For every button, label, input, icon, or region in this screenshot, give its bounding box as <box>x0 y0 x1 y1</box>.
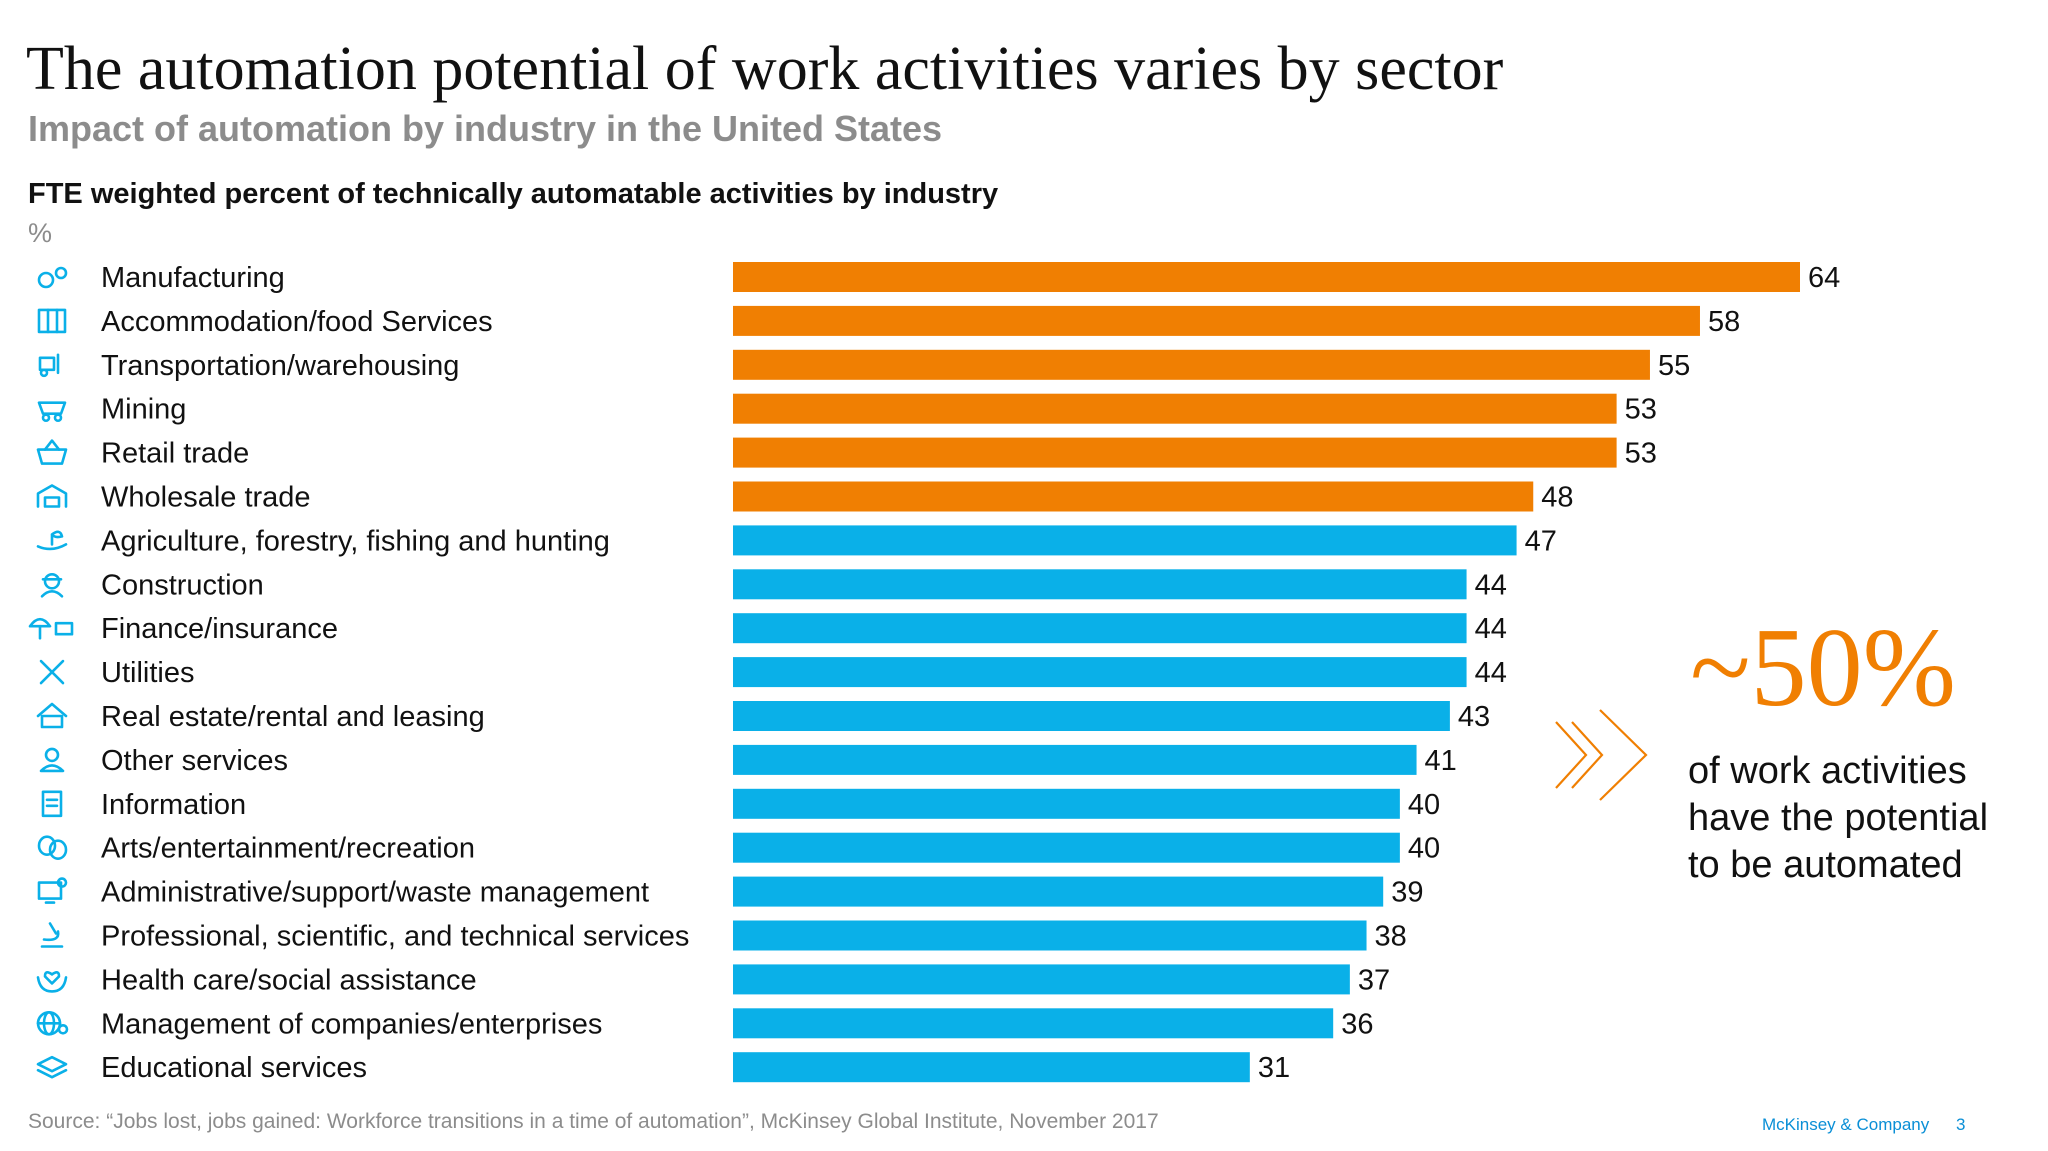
value-label: 58 <box>1708 306 1740 338</box>
globe-people-icon <box>36 1010 69 1036</box>
source-note: Source: “Jobs lost, jobs gained: Workfor… <box>28 1110 1159 1133</box>
value-label: 44 <box>1475 569 1507 601</box>
value-label: 40 <box>1408 789 1440 821</box>
bar <box>733 964 1350 995</box>
plant-hand-icon <box>36 530 68 551</box>
category-label: Educational services <box>101 1052 367 1084</box>
category-label: Accommodation/food Services <box>101 306 493 338</box>
value-label: 43 <box>1458 701 1490 733</box>
bar <box>733 437 1617 468</box>
page-number: 3 <box>1956 1115 1966 1134</box>
warehouse-icon <box>36 484 68 508</box>
bar <box>733 525 1517 556</box>
callout-line-1: of work activities <box>1688 750 1967 792</box>
brand-name: McKinsey & Company <box>1762 1115 1930 1134</box>
bar <box>733 613 1467 644</box>
house-icon <box>36 702 68 729</box>
unit-label: % <box>28 218 53 248</box>
page-subtitle: Impact of automation by industry in the … <box>28 108 943 149</box>
category-label: Wholesale trade <box>101 482 311 514</box>
callout-line-3: to be automated <box>1688 844 1963 886</box>
category-label: Transportation/warehousing <box>101 350 459 382</box>
value-label: 53 <box>1625 438 1657 470</box>
category-label: Construction <box>101 569 264 601</box>
bar <box>733 262 1800 292</box>
category-label: Management of companies/enterprises <box>101 1008 602 1040</box>
category-label: Professional, scientific, and technical … <box>101 921 689 953</box>
bar <box>733 701 1450 731</box>
gears-icon <box>37 266 68 289</box>
category-label: Agriculture, forestry, fishing and hunti… <box>101 525 610 557</box>
value-label: 53 <box>1625 394 1657 426</box>
page-title: The automation potential of work activit… <box>26 35 1504 103</box>
value-label: 41 <box>1425 745 1457 777</box>
value-label: 39 <box>1391 877 1423 909</box>
person-icon <box>39 747 65 773</box>
chevron-arrows-icon <box>1555 709 1648 801</box>
worker-icon <box>40 572 64 598</box>
bar <box>733 305 1700 336</box>
value-label: 31 <box>1258 1052 1290 1084</box>
value-label: 37 <box>1358 964 1390 996</box>
category-label: Information <box>101 789 246 821</box>
category-label: Arts/entertainment/recreation <box>101 833 475 865</box>
category-label: Real estate/rental and leasing <box>101 701 485 733</box>
category-label: Retail trade <box>101 438 249 470</box>
heart-hands-icon <box>36 971 68 993</box>
computer-gear-icon <box>37 877 68 904</box>
bar <box>733 920 1367 951</box>
bar <box>733 1052 1250 1083</box>
category-label: Health care/social assistance <box>101 964 477 996</box>
bar <box>733 569 1467 600</box>
value-label: 44 <box>1475 657 1507 689</box>
chart-title: FTE weighted percent of technically auto… <box>28 178 999 210</box>
category-label: Manufacturing <box>101 262 285 294</box>
forklift-icon <box>38 353 60 378</box>
books-icon <box>36 1055 68 1079</box>
document-icon <box>41 790 63 818</box>
bar <box>733 349 1650 380</box>
category-label: Finance/insurance <box>101 613 338 645</box>
category-label: Utilities <box>101 657 194 689</box>
bar <box>733 393 1617 424</box>
basket-icon <box>36 439 68 465</box>
bar <box>733 788 1400 819</box>
mine-cart-icon <box>37 401 67 423</box>
value-label: 36 <box>1341 1008 1373 1040</box>
callout-text: of work activities have the potential to… <box>1688 748 2018 889</box>
category-label: Other services <box>101 745 288 777</box>
bar <box>733 832 1400 863</box>
value-label: 55 <box>1658 350 1690 382</box>
callout-percentage: ~50% <box>1690 606 1956 730</box>
value-label: 38 <box>1375 921 1407 953</box>
value-label: 47 <box>1525 525 1557 557</box>
bar <box>733 1008 1334 1039</box>
theater-masks-icon <box>37 835 68 861</box>
bar <box>733 876 1384 907</box>
category-label: Mining <box>101 394 186 426</box>
value-label: 48 <box>1541 482 1573 514</box>
microscope-icon <box>40 922 64 948</box>
value-label: 44 <box>1475 613 1507 645</box>
building-icon <box>37 308 67 334</box>
bar <box>733 657 1467 688</box>
category-label: Administrative/support/waste management <box>101 877 649 909</box>
value-label: 64 <box>1808 262 1840 294</box>
bar <box>733 744 1417 775</box>
value-label: 40 <box>1408 833 1440 865</box>
callout-line-2: have the potential <box>1688 797 1989 839</box>
bar <box>733 481 1534 512</box>
umbrella-money-icon <box>28 617 74 640</box>
tools-icon <box>39 659 65 685</box>
